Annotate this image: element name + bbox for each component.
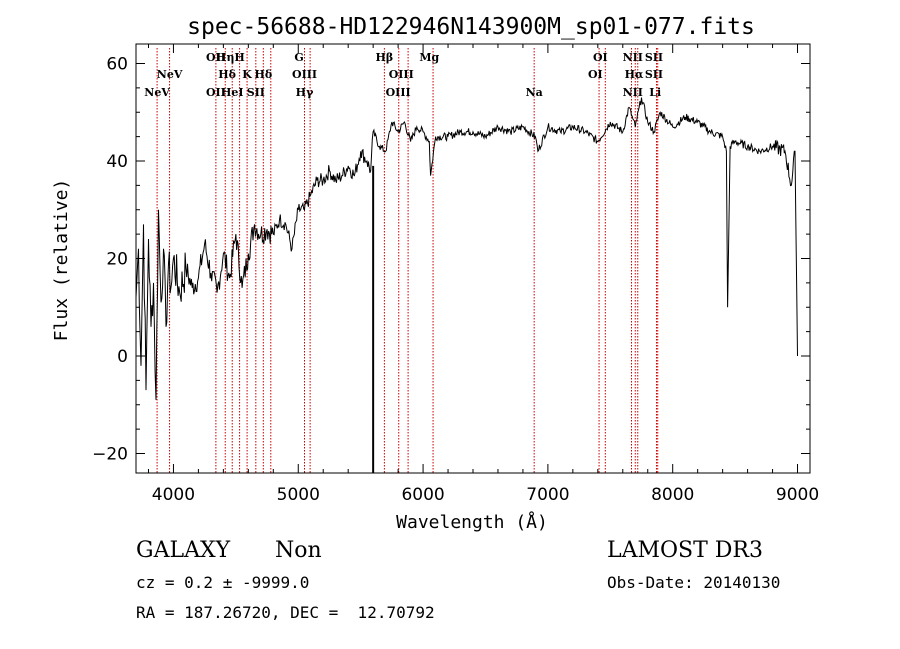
emission-line-label: Hα [625, 68, 644, 81]
emission-line-label: Hγ [296, 86, 314, 99]
object-subclass: Non [275, 538, 322, 563]
plot-frame [135, 43, 811, 474]
y-axis-label: Flux (relative) [51, 179, 72, 342]
emission-line-label: NII [623, 51, 643, 64]
redshift-readout: cz = 0.2 ± -9999.0 [136, 573, 310, 592]
x-tick-label: 8000 [651, 485, 694, 505]
x-tick-label: 9000 [776, 485, 819, 505]
emission-line-label: G [294, 51, 303, 64]
emission-line-label: SII [247, 86, 265, 99]
object-class: GALAXY [136, 538, 231, 563]
emission-line-label: OIII [292, 68, 317, 81]
chart-title: spec-56688-HD122946N143900M_sp01-077.fit… [187, 14, 755, 40]
survey-name: LAMOST DR3 [607, 538, 763, 563]
emission-line-label: OIII [389, 68, 414, 81]
y-tick-label: 40 [106, 152, 128, 172]
axis-ticks: 4000 5000 6000 7000 8000 9000 −20 0 20 40 60 [92, 44, 819, 505]
emission-line-label: Li [649, 86, 661, 99]
emission-line-label: Mg [419, 51, 439, 64]
x-tick-label: 5000 [277, 485, 320, 505]
y-tick-label: 0 [117, 347, 128, 367]
x-tick-label: 7000 [526, 485, 569, 505]
x-tick-label: 4000 [152, 485, 195, 505]
emission-line-label: OII [206, 51, 226, 64]
emission-line-label: Hβ [376, 51, 394, 64]
emission-line-label: NeV [144, 86, 170, 99]
emission-line-markers [156, 48, 659, 473]
emission-line-label: K [242, 68, 252, 81]
emission-line-label: Hη [216, 51, 234, 64]
emission-line-label: Hδ [218, 68, 236, 81]
y-tick-label: −20 [92, 445, 128, 465]
emission-line-label: OI [588, 68, 603, 81]
coordinates-readout: RA = 187.26720, DEC = 12.70792 [136, 603, 435, 622]
emission-line-label: Hδ [254, 68, 272, 81]
emission-line-label: H [234, 51, 244, 64]
emission-line-label: SII [645, 68, 663, 81]
emission-line-label: Na [526, 86, 543, 99]
emission-line-label: OIII [386, 86, 411, 99]
emission-line-label: OI [593, 51, 608, 64]
emission-line-label: NII [623, 86, 643, 99]
x-tick-label: 6000 [401, 485, 444, 505]
y-tick-label: 20 [106, 250, 128, 270]
x-axis-label: Wavelength (Å) [396, 511, 548, 533]
emission-line-labels: NeVNeVOIIOIIHηHδHeIHKSIIHδGOIIIHγHβOIIIO… [144, 51, 663, 99]
y-tick-label: 60 [106, 55, 128, 75]
emission-line-label: OII [206, 86, 226, 99]
emission-line-label: NeV [157, 68, 183, 81]
spectrum-series-line [135, 97, 798, 400]
observation-date: Obs-Date: 20140130 [607, 573, 781, 592]
emission-line-label: HeI [221, 86, 244, 99]
emission-line-label: SII [645, 51, 663, 64]
